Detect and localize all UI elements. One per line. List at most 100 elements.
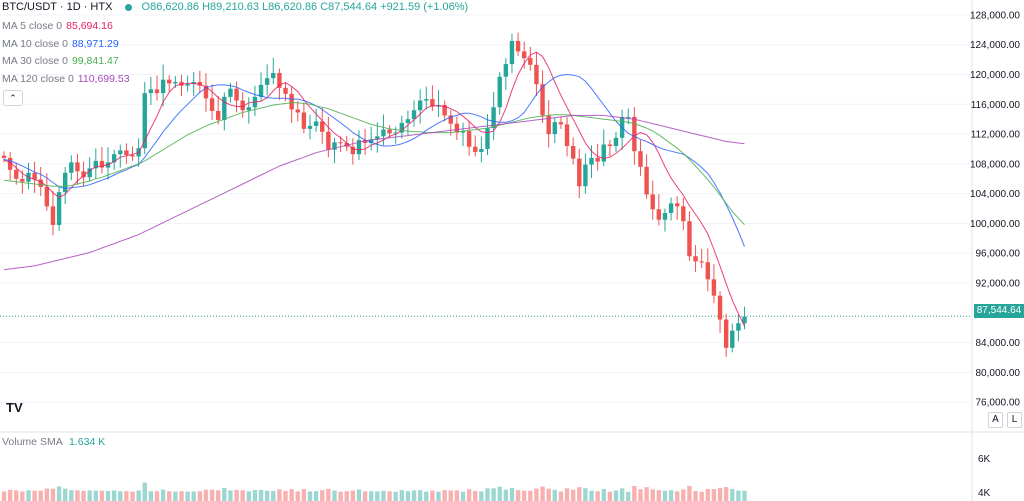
candle-body — [424, 99, 429, 101]
volume-bar — [399, 490, 404, 501]
ma5-legend[interactable]: MA 5 close 0 85,694.16 — [2, 20, 113, 32]
candle-body — [160, 79, 166, 94]
ma120-legend[interactable]: MA 120 close 0 110,699.53 — [2, 73, 130, 85]
candle-body — [50, 206, 56, 225]
market-status-dot — [125, 3, 133, 11]
auto-scale-button[interactable]: A — [988, 412, 1003, 428]
candle-body — [289, 93, 294, 110]
candle-body — [332, 142, 337, 150]
volume-bar — [326, 488, 331, 501]
volume-bar — [387, 491, 392, 501]
volume-bar — [350, 490, 356, 501]
volume-bar — [656, 490, 662, 501]
chart-header: BTC/USDT · 1D · HTX O86,620.86 H89,210.6… — [2, 1, 468, 13]
volume-bar — [362, 491, 368, 501]
volume-bar — [570, 489, 576, 501]
candle-body — [320, 121, 325, 132]
ma5-label: MA 5 close 0 — [2, 20, 63, 32]
candle-body — [417, 100, 423, 111]
volume-bar — [436, 491, 441, 501]
y-tick-label: 84,000.00 — [976, 338, 1021, 349]
high-value: H89,210.63 — [202, 1, 259, 13]
volume-bar — [522, 490, 527, 501]
volume-bar — [381, 490, 386, 501]
volume-bar — [466, 489, 472, 501]
volume-bar — [430, 490, 435, 501]
volume-bar — [209, 489, 215, 501]
volume-bar — [424, 491, 429, 501]
candle-body — [528, 58, 533, 65]
candle-body — [381, 129, 386, 137]
candle-body — [644, 166, 649, 195]
candle-body — [540, 84, 545, 116]
volume-bar — [485, 488, 490, 501]
candle-body — [491, 107, 496, 129]
volume-bar — [497, 486, 502, 501]
volume-bar — [473, 490, 478, 501]
volume-bar — [234, 489, 239, 501]
candle-body — [723, 319, 729, 348]
candle-body — [662, 213, 668, 220]
candle-body — [81, 171, 86, 178]
volume-bar — [742, 490, 747, 501]
candle-body — [44, 186, 50, 207]
volume-bar — [313, 491, 319, 501]
log-scale-button[interactable]: L — [1007, 412, 1022, 428]
candle-body — [497, 76, 502, 108]
candle-body — [148, 89, 154, 94]
volume-bar — [668, 490, 674, 501]
collapse-legend-button[interactable]: ⌃ — [3, 90, 23, 106]
candle-body — [362, 140, 368, 144]
candle-body — [736, 323, 741, 331]
candle-body — [405, 119, 411, 123]
volume-bar — [711, 489, 717, 501]
y-tick-label: 80,000.00 — [976, 368, 1021, 379]
volume-bar — [601, 488, 606, 501]
candle-body — [1, 155, 7, 158]
y-tick-label: 104,000.00 — [970, 189, 1020, 200]
candle-body — [93, 160, 98, 169]
candle-body — [87, 168, 92, 178]
candle-body — [503, 64, 509, 77]
volume-bar — [332, 490, 337, 501]
ma-line-ma120 — [3, 114, 745, 271]
candle-body — [356, 140, 362, 155]
candle-body — [313, 121, 319, 126]
ma30-legend[interactable]: MA 30 close 0 99,841.47 — [2, 55, 119, 67]
candle-body — [216, 110, 221, 120]
volume-bar — [405, 491, 411, 501]
candle-body — [185, 84, 190, 86]
ma10-value: 88,971.29 — [71, 38, 119, 50]
candle-body — [411, 110, 417, 120]
volume-bar — [546, 488, 551, 501]
volume-bar — [619, 488, 625, 501]
open-value: O86,620.86 — [141, 1, 200, 13]
candle-body — [246, 107, 251, 111]
volume-bar — [130, 491, 135, 501]
candle-body — [632, 116, 637, 152]
volume-label: Volume SMA — [2, 436, 63, 448]
candle-body — [350, 146, 356, 155]
candle-body — [142, 93, 147, 149]
candle-body — [717, 295, 723, 320]
volume-bar — [271, 490, 276, 501]
tradingview-logo[interactable]: TV — [6, 400, 23, 415]
candle-body — [589, 157, 594, 165]
volume-bar — [258, 489, 264, 501]
volume-bar — [7, 489, 13, 501]
volume-bar — [552, 489, 557, 501]
candle-body — [295, 109, 300, 113]
candle-body — [485, 128, 490, 149]
candle-body — [607, 144, 613, 146]
candle-body — [375, 136, 380, 140]
y-tick-label: 76,000.00 — [976, 398, 1021, 409]
symbol-label[interactable]: BTC/USDT · 1D · HTX — [2, 1, 113, 13]
volume-bar — [717, 487, 723, 501]
candle-body — [124, 150, 129, 155]
candle-body — [56, 192, 62, 225]
volume-legend[interactable]: Volume SMA 1.634 K — [2, 436, 105, 448]
volume-tick-label: 6K — [978, 454, 991, 465]
ma10-legend[interactable]: MA 10 close 0 88,971.29 — [2, 38, 119, 50]
volume-bar — [246, 491, 251, 501]
